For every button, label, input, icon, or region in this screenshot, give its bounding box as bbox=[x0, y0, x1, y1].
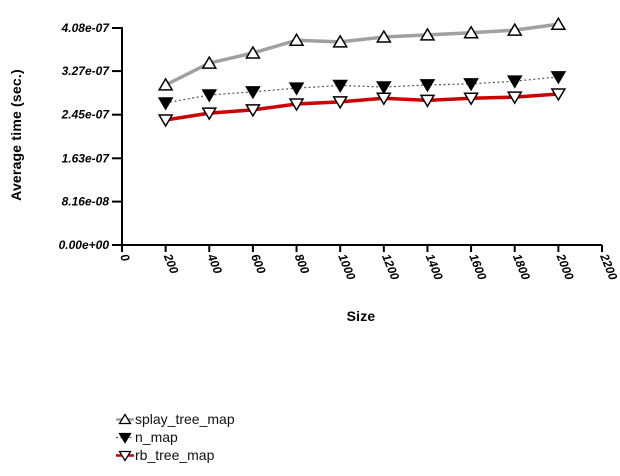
legend-label: splay_tree_map bbox=[135, 411, 235, 427]
svg-text:200: 200 bbox=[160, 251, 181, 276]
data-point-marker bbox=[201, 89, 218, 103]
legend: splay_tree_map n_map rb_tree_map bbox=[116, 410, 235, 464]
data-point-marker bbox=[288, 98, 305, 112]
x-axis-ticks: 0 200 400 600 800 1000 1200 1400 1600 1800 2000 220… bbox=[117, 245, 620, 282]
axes bbox=[121, 27, 602, 246]
svg-text:0: 0 bbox=[117, 252, 133, 264]
data-point-marker bbox=[550, 71, 567, 85]
svg-text:600: 600 bbox=[248, 252, 269, 276]
series-line-rb_tree_map bbox=[165, 92, 559, 122]
svg-text:1400: 1400 bbox=[423, 252, 446, 282]
y-axis-ticks: 0.00e+00 8.16e-08 1.63e-07 2.45e-07 3.27e-07… bbox=[59, 21, 122, 252]
svg-text:3.27e-07: 3.27e-07 bbox=[62, 64, 111, 78]
data-point-marker bbox=[332, 96, 348, 110]
svg-text:8.16e-08: 8.16e-08 bbox=[62, 195, 110, 209]
svg-text:1200: 1200 bbox=[379, 252, 402, 282]
legend-label: n_map bbox=[135, 429, 178, 445]
legend-item-n_map: n_map bbox=[116, 428, 235, 446]
svg-text:0.00e+00: 0.00e+00 bbox=[59, 238, 110, 252]
svg-text:400: 400 bbox=[204, 251, 225, 276]
series-line-splay_tree_map bbox=[164, 22, 559, 87]
data-point-marker bbox=[201, 107, 218, 121]
data-point-marker bbox=[419, 79, 436, 93]
svg-text:4.08e-07: 4.08e-07 bbox=[61, 21, 111, 35]
data-point-marker bbox=[550, 88, 567, 102]
data-point-marker bbox=[419, 94, 436, 108]
data-point-marker bbox=[506, 75, 523, 89]
svg-text:800: 800 bbox=[292, 252, 313, 276]
data-point-marker bbox=[245, 104, 261, 118]
data-point-marker bbox=[376, 92, 392, 106]
svg-text:1600: 1600 bbox=[466, 252, 489, 282]
y-axis-title: Average time (sec.) bbox=[8, 69, 24, 201]
svg-text:2.45e-07: 2.45e-07 bbox=[61, 108, 111, 122]
data-point-marker bbox=[332, 34, 348, 48]
data-point-marker bbox=[201, 55, 218, 69]
series-n_map bbox=[157, 71, 567, 111]
svg-text:1800: 1800 bbox=[510, 252, 533, 282]
data-point-marker bbox=[245, 86, 261, 100]
data-point-marker bbox=[506, 91, 523, 105]
data-point-marker bbox=[157, 77, 174, 91]
data-point-marker bbox=[506, 22, 523, 36]
data-point-marker bbox=[550, 16, 567, 31]
svg-text:1000: 1000 bbox=[335, 252, 358, 282]
legend-marker-icon bbox=[116, 450, 134, 462]
data-point-marker bbox=[376, 29, 392, 43]
legend-marker-icon bbox=[116, 413, 134, 425]
legend-label: rb_tree_map bbox=[135, 447, 215, 463]
svg-text:2000: 2000 bbox=[553, 251, 576, 282]
svg-text:1.63e-07: 1.63e-07 bbox=[62, 151, 111, 165]
series-splay_tree_map bbox=[157, 16, 567, 91]
series-rb_tree_map bbox=[157, 88, 567, 128]
legend-item-rb_tree_map: rb_tree_map bbox=[116, 446, 235, 464]
data-point-marker bbox=[463, 78, 479, 92]
data-point-marker bbox=[288, 82, 305, 96]
data-point-marker bbox=[376, 81, 392, 95]
data-point-marker bbox=[157, 97, 174, 111]
data-point-marker bbox=[332, 79, 348, 93]
data-point-marker bbox=[419, 27, 436, 41]
data-point-marker bbox=[463, 25, 479, 39]
data-point-marker bbox=[157, 114, 174, 128]
data-point-marker bbox=[288, 32, 305, 46]
legend-item-splay_tree_map: splay_tree_map bbox=[116, 410, 235, 428]
data-point-marker bbox=[245, 45, 261, 59]
svg-text:2200: 2200 bbox=[597, 251, 620, 282]
x-axis-title: Size bbox=[346, 308, 376, 324]
data-point-marker bbox=[463, 92, 479, 106]
legend-marker-icon bbox=[116, 432, 134, 444]
